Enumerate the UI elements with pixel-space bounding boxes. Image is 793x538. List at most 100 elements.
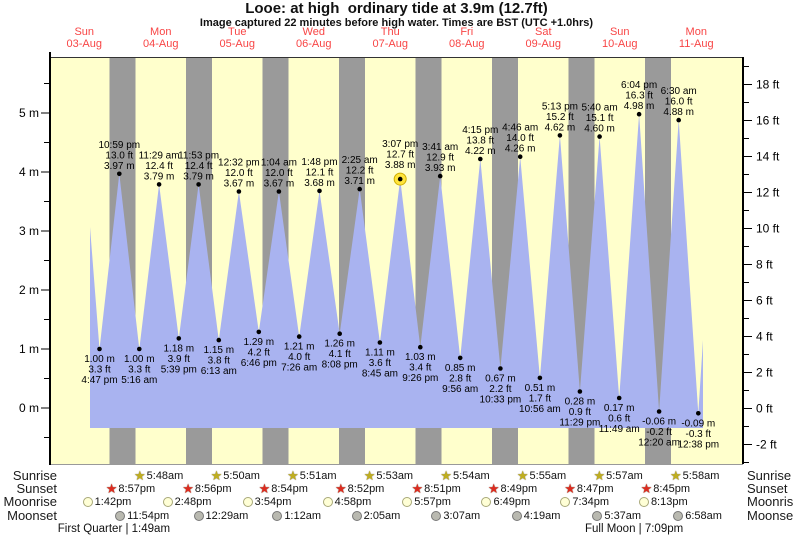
- moonrise-event: 2:48pm: [162, 495, 211, 508]
- right-axis-tick: [744, 84, 752, 85]
- day-date: 06-Aug: [296, 38, 332, 50]
- tide-point-dot: [557, 133, 563, 138]
- high-tide-annotation: 6:04 pm 16.3 ft 4.98 m: [621, 80, 657, 112]
- left-axis-tick: [41, 230, 49, 232]
- high-tide-annotation: 3:07 pm 12.7 ft 3.88 m: [382, 139, 418, 171]
- right-axis-label: 2 ft: [756, 366, 773, 380]
- sunset-event: ★ 8:56pm: [182, 482, 231, 495]
- low-tide-annotation: 1.26 m 4.1 ft 8:08 pm: [322, 339, 358, 371]
- day-date: 04-Aug: [143, 38, 179, 50]
- sunrise-star-icon: ★: [210, 468, 223, 483]
- left-axis-tick: [41, 112, 49, 114]
- day-name: Sun: [609, 26, 630, 38]
- sunset-star-icon: ★: [105, 481, 118, 496]
- low-tide-annotation: 0.51 m 1.7 ft 10:56 am: [519, 383, 561, 415]
- high-tide-annotation: 1:48 pm 12.1 ft 3.68 m: [301, 157, 337, 189]
- high-tide-annotation: 10:59 pm 13.0 ft 3.97 m: [98, 140, 140, 172]
- high-tide-annotation: 1:04 am 12.0 ft 3.67 m: [261, 158, 297, 190]
- right-axis-tick: [744, 102, 749, 103]
- right-axis-tick: [744, 138, 749, 139]
- moonset-row-label-left: Moonset: [7, 508, 57, 523]
- day-name: Tue: [227, 26, 247, 38]
- right-axis-line: [742, 57, 744, 464]
- right-axis-tick: [744, 444, 752, 445]
- sunrise-row-label-right: Sunrise: [747, 468, 792, 483]
- day-label: Tue 05-Aug: [199, 26, 275, 50]
- sunset-row-label-left: Sunset: [16, 481, 57, 496]
- low-tide-annotation: 0.28 m 0.9 ft 11:29 pm: [559, 397, 600, 429]
- moonset-circle-icon: [272, 510, 283, 521]
- sunset-time: 8:51pm: [424, 482, 461, 495]
- left-axis-tick: [44, 378, 49, 379]
- left-axis-tick: [44, 437, 49, 438]
- moonrise-time: 6:49pm: [493, 495, 531, 508]
- left-axis-label: 3 m: [19, 224, 39, 238]
- moonset-circle-icon: [431, 510, 442, 521]
- tide-point-dot: [517, 154, 523, 159]
- sunset-star-icon: ★: [564, 481, 576, 496]
- tide-point-dot: [176, 336, 182, 341]
- tide-point-dot: [216, 337, 222, 343]
- sunrise-row-label-left: Sunrise: [12, 468, 57, 483]
- tide-point-dot: [636, 111, 642, 117]
- moonrise-event: 3:54pm: [242, 495, 291, 508]
- right-axis-label: 12 ft: [756, 186, 780, 200]
- moonrise-row-label-left: Moonrise: [3, 494, 57, 509]
- moonrise-time: 7:34pm: [572, 495, 610, 508]
- low-tide-annotation: 1.00 m 3.3 ft 5:16 am: [121, 354, 157, 386]
- moonset-event: 5:37am: [592, 509, 641, 522]
- moonset-event: 4:19am: [511, 509, 560, 522]
- sunset-star-icon: ★: [411, 481, 424, 496]
- right-axis-tick: [744, 354, 749, 355]
- tide-point-dot: [276, 189, 282, 194]
- right-axis-label: 10 ft: [756, 222, 780, 236]
- chart-subtitle: Image captured 22 minutes before high wa…: [199, 17, 594, 29]
- moonset-circle-icon: [511, 510, 522, 521]
- moonrise-circle-icon: [560, 496, 571, 507]
- tide-point-dot: [437, 173, 443, 179]
- left-axis-line: [49, 52, 51, 465]
- tide-point-dot: [457, 355, 463, 361]
- sunset-time: 8:54pm: [271, 482, 308, 495]
- sunrise-event: ★ 5:54am: [440, 469, 489, 482]
- sunset-star-icon: ★: [487, 481, 500, 496]
- left-axis-label: 1 m: [19, 342, 39, 356]
- day-date: 09-Aug: [525, 38, 561, 50]
- tide-point-dot: [317, 188, 322, 194]
- sunrise-time: 5:53am: [376, 469, 414, 482]
- sunset-time: 8:47pm: [576, 482, 614, 495]
- sunrise-star-icon: ★: [287, 468, 299, 483]
- high-tide-annotation: 2:25 am 12.2 ft 3.71 m: [342, 155, 378, 187]
- sunrise-event: ★ 5:57am: [593, 469, 642, 482]
- high-tide-annotation: 11:53 pm 12.4 ft 3.79 m: [178, 150, 219, 182]
- moon-phase-label: Full Moon | 7:09pm: [584, 523, 684, 535]
- left-axis-tick: [41, 289, 49, 291]
- right-axis-tick: [744, 372, 752, 373]
- tide-point-dot: [97, 346, 102, 352]
- right-axis-tick: [744, 390, 749, 391]
- sunrise-event: ★ 5:53am: [364, 469, 413, 482]
- sunset-row-label-right: Sunset: [747, 481, 788, 496]
- sunrise-time: 5:50am: [223, 469, 260, 482]
- right-axis-label: 16 ft: [756, 114, 780, 128]
- day-label: Mon 11-Aug: [658, 26, 734, 50]
- moonrise-time: 5:57pm: [414, 495, 451, 508]
- day-name: Thu: [380, 26, 400, 38]
- day-date: 08-Aug: [449, 38, 485, 50]
- sunset-event: ★ 8:54pm: [259, 482, 308, 495]
- sunrise-time: 5:55am: [529, 469, 567, 482]
- high-tide-annotation: 4:46 am 14.0 ft 4.26 m: [502, 123, 538, 155]
- moonset-time: 6:58am: [685, 509, 722, 522]
- tide-point-dot: [357, 186, 363, 192]
- moonset-time: 1:12am: [284, 509, 322, 522]
- left-axis-tick: [44, 319, 49, 320]
- moonrise-event: 8:13pm: [638, 495, 688, 508]
- sunrise-star-icon: ★: [593, 468, 606, 483]
- left-axis-tick: [41, 407, 49, 409]
- day-label: Fri 08-Aug: [429, 26, 505, 50]
- low-tide-annotation: 1.00 m 3.3 ft 4:47 pm: [81, 354, 117, 386]
- right-axis-tick: [744, 156, 752, 157]
- tide-point-dot: [236, 189, 242, 194]
- page-title: Looe: at high ordinary tide at 3.9m (12.…: [245, 0, 548, 17]
